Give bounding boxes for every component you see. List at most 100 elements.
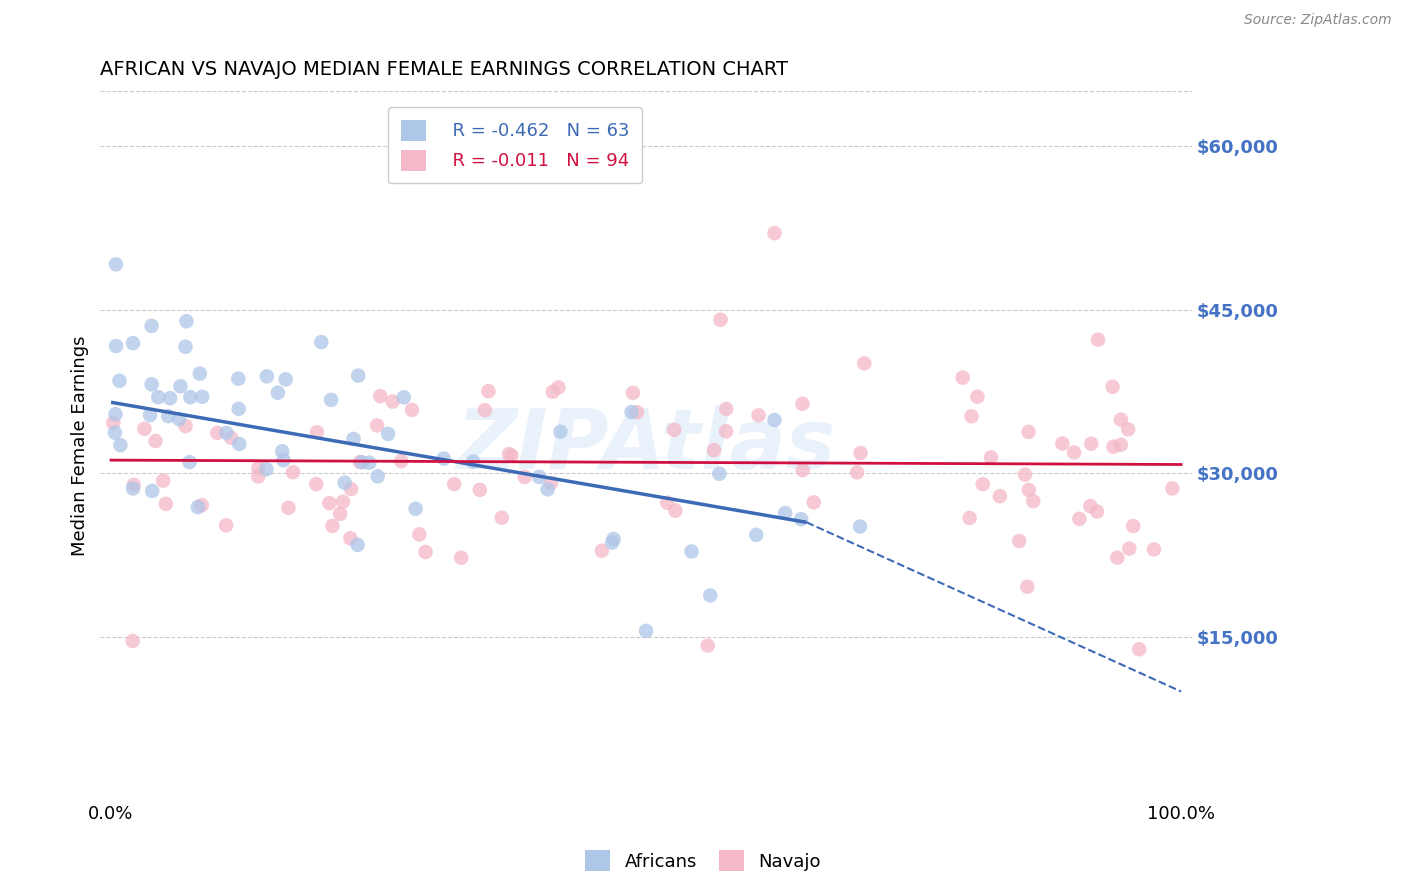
Point	[537, 483, 560, 497]
Point	[621, 385, 644, 400]
Point	[1080, 436, 1102, 450]
Point	[1101, 380, 1123, 394]
Point	[408, 527, 430, 541]
Point	[547, 380, 569, 394]
Point	[550, 425, 572, 439]
Point	[368, 389, 391, 403]
Point	[474, 403, 496, 417]
Point	[1118, 541, 1140, 556]
Point	[191, 390, 214, 404]
Point	[228, 401, 250, 416]
Point	[104, 257, 127, 271]
Point	[1078, 499, 1101, 513]
Point	[709, 312, 731, 326]
Point	[960, 409, 983, 424]
Point	[1022, 494, 1045, 508]
Point	[846, 466, 869, 480]
Point	[191, 498, 214, 512]
Point	[122, 336, 145, 351]
Point	[1052, 436, 1074, 450]
Point	[980, 450, 1002, 465]
Point	[148, 390, 170, 404]
Point	[141, 483, 163, 498]
Point	[309, 335, 332, 350]
Point	[305, 425, 328, 440]
Point	[602, 532, 624, 546]
Point	[959, 511, 981, 525]
Point	[187, 500, 209, 515]
Point	[367, 469, 389, 483]
Point	[491, 510, 513, 524]
Point	[763, 413, 786, 427]
Point	[591, 543, 613, 558]
Point	[790, 512, 813, 526]
Point	[626, 405, 648, 419]
Point	[103, 416, 125, 430]
Point	[392, 390, 415, 404]
Point	[966, 390, 988, 404]
Point	[159, 391, 181, 405]
Point	[972, 477, 994, 491]
Point	[952, 370, 974, 384]
Point	[463, 455, 485, 469]
Point	[763, 226, 786, 240]
Point	[1018, 425, 1040, 439]
Point	[155, 497, 177, 511]
Point	[134, 422, 156, 436]
Point	[988, 489, 1011, 503]
Point	[636, 624, 658, 638]
Point	[157, 409, 180, 423]
Point	[1128, 642, 1150, 657]
Point	[174, 419, 197, 434]
Point	[699, 589, 721, 603]
Point	[1063, 445, 1085, 459]
Point	[849, 446, 872, 460]
Point	[709, 467, 731, 481]
Point	[541, 384, 564, 399]
Point	[152, 474, 174, 488]
Point	[215, 425, 238, 440]
Point	[207, 425, 229, 440]
Point	[105, 339, 128, 353]
Point	[405, 501, 427, 516]
Point	[1116, 422, 1139, 436]
Point	[215, 518, 238, 533]
Point	[401, 403, 423, 417]
Point	[104, 407, 127, 421]
Point	[849, 519, 872, 533]
Point	[443, 477, 465, 491]
Point	[319, 392, 342, 407]
Point	[104, 425, 127, 440]
Point	[501, 449, 523, 463]
Point	[1109, 412, 1132, 426]
Point	[219, 431, 242, 445]
Point	[703, 443, 725, 458]
Point	[1018, 483, 1040, 497]
Point	[318, 496, 340, 510]
Text: ZIPAtlas: ZIPAtlas	[457, 406, 835, 486]
Point	[281, 465, 304, 479]
Point	[340, 482, 363, 496]
Point	[1109, 438, 1132, 452]
Y-axis label: Median Female Earnings: Median Female Earnings	[72, 335, 89, 557]
Point	[273, 453, 295, 467]
Point	[1087, 333, 1109, 347]
Text: AFRICAN VS NAVAJO MEDIAN FEMALE EARNINGS CORRELATION CHART: AFRICAN VS NAVAJO MEDIAN FEMALE EARNINGS…	[100, 60, 789, 78]
Point	[1014, 467, 1036, 482]
Point	[745, 528, 768, 542]
Point	[176, 314, 198, 328]
Point	[274, 372, 297, 386]
Point	[664, 423, 686, 437]
Point	[350, 455, 373, 469]
Point	[122, 478, 145, 492]
Point	[141, 377, 163, 392]
Point	[169, 379, 191, 393]
Point	[1008, 534, 1031, 549]
Point	[389, 454, 412, 468]
Point	[415, 545, 437, 559]
Point	[1069, 512, 1091, 526]
Point	[657, 496, 679, 510]
Point	[329, 507, 352, 521]
Point	[121, 634, 143, 648]
Point	[333, 475, 356, 490]
